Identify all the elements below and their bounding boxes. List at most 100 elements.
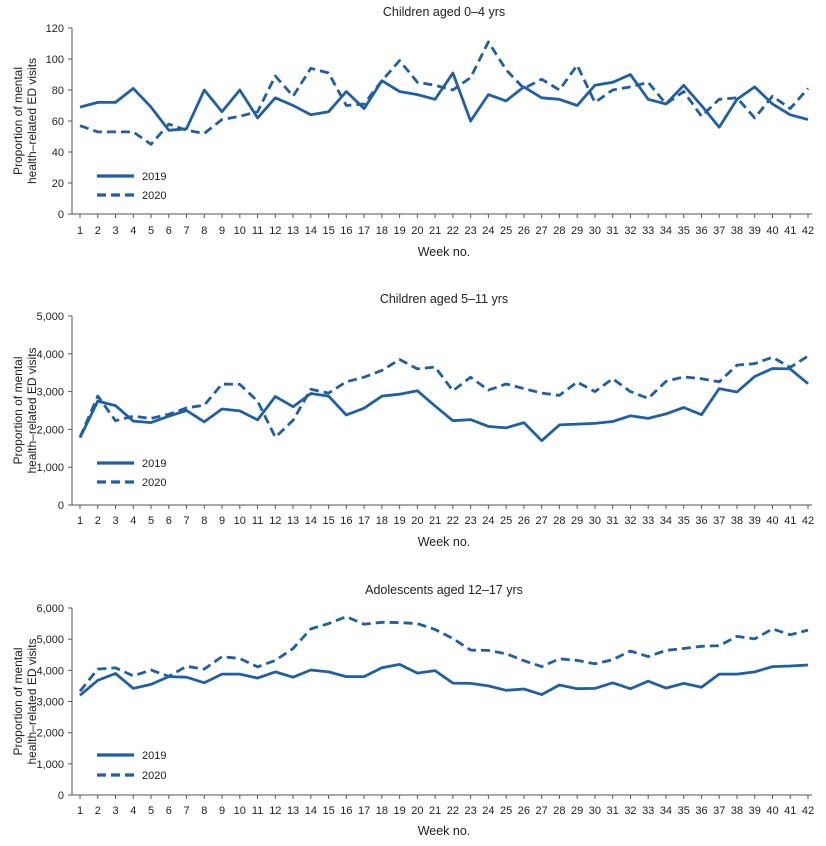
legend-label-2019: 2019 xyxy=(142,458,166,470)
y-tick-label: 0 xyxy=(58,209,64,221)
x-tick-label: 2 xyxy=(95,225,101,237)
x-tick-label: 40 xyxy=(766,225,778,237)
x-tick-label: 33 xyxy=(642,515,654,527)
x-tick-label: 34 xyxy=(660,515,672,527)
series-line-2019 xyxy=(78,367,809,443)
x-tick-label: 29 xyxy=(571,225,583,237)
x-tick-label: 33 xyxy=(642,805,654,817)
x-tick-label: 37 xyxy=(713,225,725,237)
y-axis-label: Proportion of mentalhealth–related ED vi… xyxy=(11,58,39,184)
x-tick-label: 17 xyxy=(358,805,370,817)
y-tick-label: 40 xyxy=(52,147,64,159)
x-tick-label: 28 xyxy=(553,225,565,237)
x-tick-label: 20 xyxy=(411,225,423,237)
x-tick-label: 27 xyxy=(536,805,548,817)
series-line-2019 xyxy=(79,663,809,697)
x-tick-label: 13 xyxy=(287,225,299,237)
x-tick-label: 7 xyxy=(183,515,189,527)
y-tick-label: 60 xyxy=(52,116,64,128)
y-axis-label-line: health–related ED visits xyxy=(25,58,39,184)
legend-label-2019: 2019 xyxy=(142,171,166,183)
x-tick-label: 14 xyxy=(305,225,317,237)
x-tick-label: 13 xyxy=(287,805,299,817)
x-tick-label: 40 xyxy=(766,515,778,527)
series-line-2020 xyxy=(78,354,809,439)
x-tick-label: 34 xyxy=(660,805,672,817)
x-tick-label: 2 xyxy=(95,515,101,527)
y-tick-label: 80 xyxy=(52,85,64,97)
x-tick-label: 41 xyxy=(784,515,796,527)
x-tick-label: 12 xyxy=(269,805,281,817)
x-tick-label: 5 xyxy=(148,805,154,817)
x-tick-label: 42 xyxy=(802,515,814,527)
x-tick-label: 24 xyxy=(482,515,494,527)
x-tick-label: 41 xyxy=(784,225,796,237)
x-tick-label: 26 xyxy=(518,805,530,817)
x-tick-label: 28 xyxy=(553,805,565,817)
x-tick-label: 19 xyxy=(393,515,405,527)
x-tick-label: 36 xyxy=(695,225,707,237)
x-tick-label: 41 xyxy=(784,805,796,817)
x-tick-label: 39 xyxy=(749,805,761,817)
x-tick-label: 7 xyxy=(183,805,189,817)
x-tick-label: 23 xyxy=(465,225,477,237)
series-line-2020 xyxy=(78,615,809,693)
x-tick-label: 6 xyxy=(166,805,172,817)
x-tick-label: 26 xyxy=(518,225,530,237)
y-axis-label-line: Proportion of mental xyxy=(11,67,25,175)
x-tick-label: 28 xyxy=(553,515,565,527)
legend-label-2020: 2020 xyxy=(142,190,166,202)
x-axis-label: Week no. xyxy=(418,535,471,549)
y-axis-label-line: Proportion of mental xyxy=(11,356,25,464)
x-tick-label: 1 xyxy=(77,515,83,527)
x-tick-label: 6 xyxy=(166,515,172,527)
x-tick-label: 38 xyxy=(731,805,743,817)
chart-title: Adolescents aged 12–17 yrs xyxy=(365,583,523,597)
x-tick-label: 5 xyxy=(148,515,154,527)
x-axis-label: Week no. xyxy=(418,824,471,838)
chart-panel-1: Children aged 0–4 yrs Proportion of menta… xyxy=(11,5,814,259)
legend-label-2020: 2020 xyxy=(142,770,166,782)
x-tick-label: 17 xyxy=(358,225,370,237)
x-tick-label: 21 xyxy=(429,225,441,237)
x-tick-label: 11 xyxy=(252,515,263,527)
x-tick-label: 9 xyxy=(219,805,225,817)
x-tick-label: 10 xyxy=(234,515,246,527)
x-tick-label: 31 xyxy=(607,805,619,817)
x-tick-label: 16 xyxy=(340,515,352,527)
x-tick-label: 9 xyxy=(219,225,225,237)
x-tick-label: 32 xyxy=(624,515,636,527)
x-tick-label: 16 xyxy=(340,225,352,237)
x-tick-label: 6 xyxy=(166,225,172,237)
x-tick-label: 39 xyxy=(749,515,761,527)
x-tick-label: 17 xyxy=(358,515,370,527)
x-tick-label: 19 xyxy=(393,225,405,237)
x-tick-label: 22 xyxy=(447,805,459,817)
x-tick-label: 36 xyxy=(695,805,707,817)
x-tick-label: 30 xyxy=(589,515,601,527)
x-tick-label: 7 xyxy=(183,225,189,237)
x-tick-label: 38 xyxy=(731,225,743,237)
x-axis-label: Week no. xyxy=(418,245,471,259)
x-tick-label: 15 xyxy=(322,805,334,817)
x-tick-label: 8 xyxy=(201,515,207,527)
chart-title: Children aged 0–4 yrs xyxy=(383,5,505,19)
x-tick-label: 42 xyxy=(802,805,814,817)
chart-title: Children aged 5–11 yrs xyxy=(380,292,508,306)
x-tick-label: 20 xyxy=(411,805,423,817)
y-tick-label: 5,000 xyxy=(36,634,64,646)
chart-panel-3: Adolescents aged 12–17 yrs Proportion of … xyxy=(11,583,814,838)
y-axis-label-line: health–related ED visits xyxy=(25,638,39,764)
x-tick-label: 4 xyxy=(130,225,136,237)
x-tick-label: 3 xyxy=(112,805,118,817)
x-tick-label: 30 xyxy=(589,805,601,817)
y-axis-label: Proportion of mentalhealth–related ED vi… xyxy=(11,347,39,473)
x-tick-label: 37 xyxy=(713,515,725,527)
x-tick-label: 42 xyxy=(802,225,814,237)
x-tick-label: 23 xyxy=(465,515,477,527)
x-tick-label: 16 xyxy=(340,805,352,817)
x-tick-label: 18 xyxy=(376,225,388,237)
x-tick-label: 3 xyxy=(112,515,118,527)
x-tick-label: 23 xyxy=(465,805,477,817)
